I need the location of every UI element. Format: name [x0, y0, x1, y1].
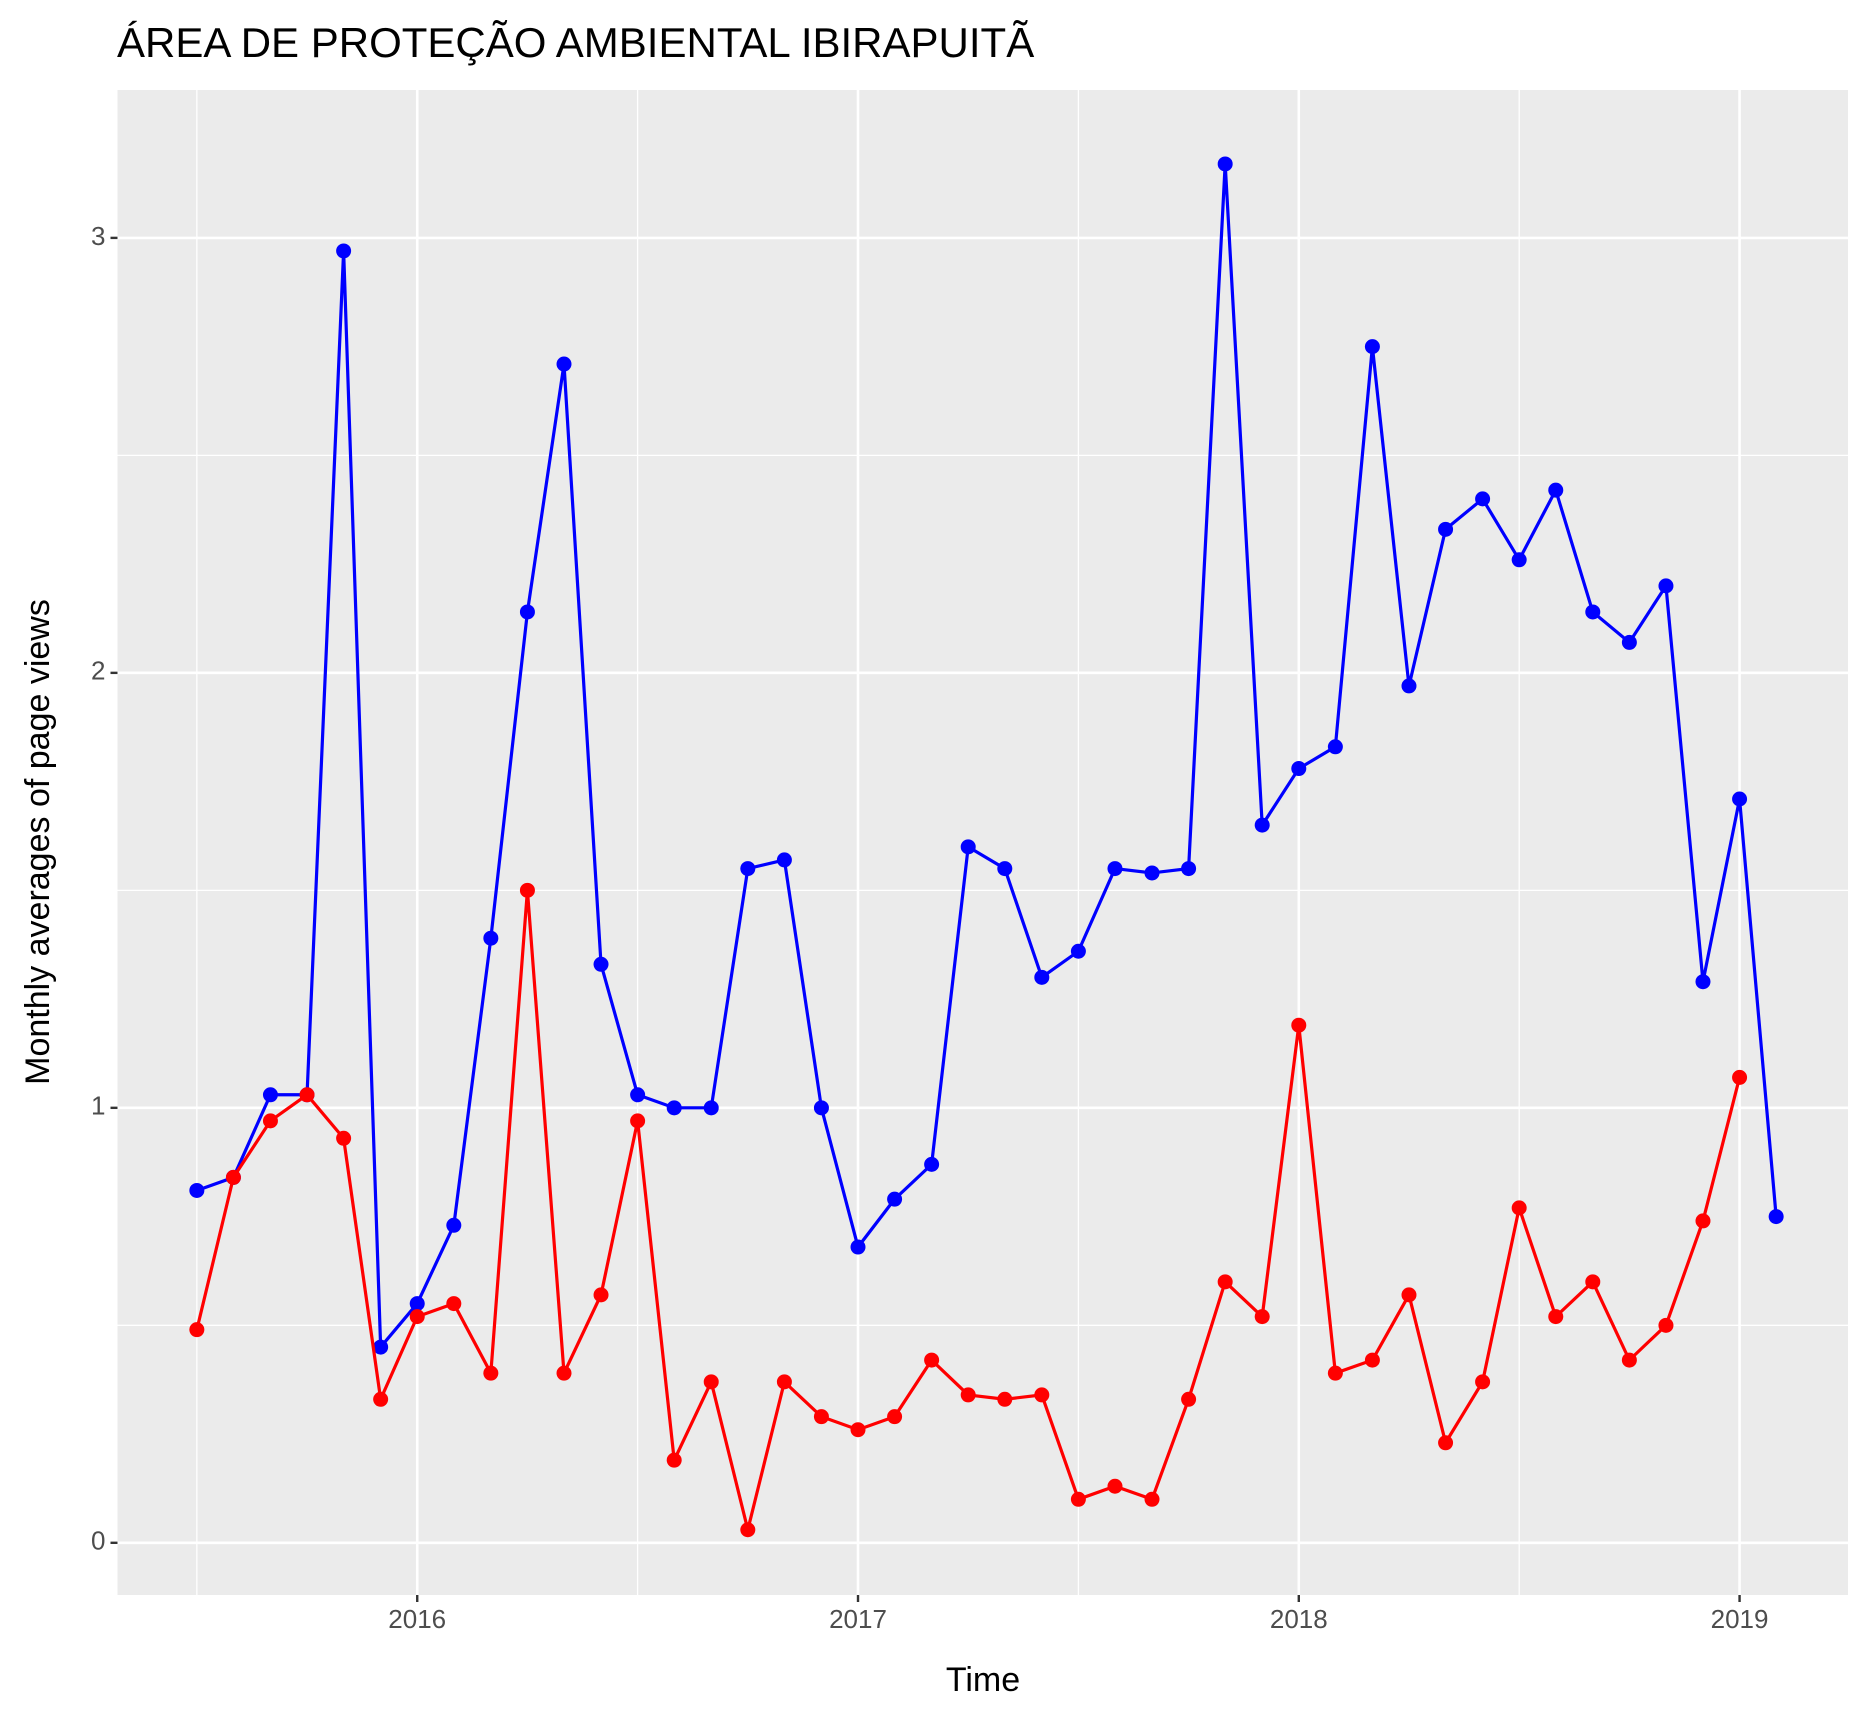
data-point — [593, 956, 609, 972]
x-tick-label: 2017 — [829, 1604, 887, 1634]
data-point — [409, 1309, 425, 1325]
data-point — [1768, 1209, 1784, 1225]
data-point — [776, 1374, 792, 1390]
data-point — [1070, 1491, 1086, 1507]
data-point — [189, 1322, 205, 1338]
data-point — [1254, 817, 1270, 833]
data-point — [924, 1352, 940, 1368]
data-point — [1438, 1435, 1454, 1451]
data-point — [1475, 491, 1491, 507]
data-point — [519, 604, 535, 620]
data-point — [1621, 1352, 1637, 1368]
chart-title: ÁREA DE PROTEÇÃO AMBIENTAL IBIRAPUITÃ — [117, 19, 1034, 66]
x-tick-label: 2018 — [1270, 1604, 1328, 1634]
data-point — [556, 1365, 572, 1381]
data-point — [373, 1391, 389, 1407]
data-point — [1181, 861, 1197, 877]
data-point — [1732, 1069, 1748, 1085]
data-point — [336, 1130, 352, 1146]
data-point — [997, 1391, 1013, 1407]
data-point — [1291, 1017, 1307, 1033]
data-point — [1695, 1213, 1711, 1229]
data-point — [813, 1409, 829, 1425]
y-tick-label: 0 — [91, 1526, 105, 1556]
series-line — [196, 163, 1778, 1352]
data-point — [1034, 969, 1050, 985]
data-point — [556, 356, 572, 372]
data-point — [1144, 865, 1160, 881]
data-point — [519, 882, 535, 898]
data-point — [1217, 1274, 1233, 1290]
data-point — [1034, 1387, 1050, 1403]
data-point — [850, 1239, 866, 1255]
data-point — [1401, 678, 1417, 694]
data-point — [740, 861, 756, 877]
data-point — [666, 1100, 682, 1116]
data-point — [1658, 1317, 1674, 1333]
data-point — [409, 1296, 425, 1312]
data-point — [1327, 1365, 1343, 1381]
data-point — [703, 1374, 719, 1390]
data-point — [887, 1191, 903, 1207]
data-point — [1070, 943, 1086, 959]
data-point — [299, 1087, 315, 1103]
data-point — [262, 1113, 278, 1129]
data-point — [1144, 1491, 1160, 1507]
data-point — [630, 1113, 646, 1129]
data-point — [813, 1100, 829, 1116]
data-point — [776, 852, 792, 868]
y-axis-title: Monthly averages of page views — [19, 599, 57, 1085]
data-point — [1548, 482, 1564, 498]
x-tick-label: 2016 — [388, 1604, 446, 1634]
data-point — [446, 1296, 462, 1312]
data-point — [1181, 1391, 1197, 1407]
data-point — [1585, 1274, 1601, 1290]
data-point — [593, 1287, 609, 1303]
data-point — [1327, 739, 1343, 755]
x-tick-label: 2019 — [1711, 1604, 1769, 1634]
data-point — [1621, 634, 1637, 650]
data-point — [1548, 1309, 1564, 1325]
data-point — [483, 930, 499, 946]
data-point — [1695, 974, 1711, 990]
data-point — [850, 1422, 866, 1438]
data-point — [1511, 1200, 1527, 1216]
data-point — [924, 1156, 940, 1172]
data-point — [1585, 604, 1601, 620]
data-point — [1364, 1352, 1380, 1368]
data-point — [887, 1409, 903, 1425]
data-point — [373, 1339, 389, 1355]
data-point — [1475, 1374, 1491, 1390]
data-point — [1254, 1309, 1270, 1325]
data-point — [703, 1100, 719, 1116]
data-point — [1364, 339, 1380, 355]
data-point — [1217, 156, 1233, 172]
y-tick-label: 3 — [91, 221, 105, 251]
data-point — [446, 1217, 462, 1233]
data-point — [1291, 761, 1307, 777]
data-point — [630, 1087, 646, 1103]
data-point — [666, 1452, 682, 1468]
data-point — [262, 1087, 278, 1103]
data-point — [1438, 521, 1454, 537]
x-axis-title: Time — [946, 1661, 1020, 1699]
data-point — [1401, 1287, 1417, 1303]
data-point — [740, 1522, 756, 1538]
data-point — [960, 839, 976, 855]
y-tick-label: 2 — [91, 656, 105, 686]
data-point — [997, 861, 1013, 877]
data-point — [189, 1182, 205, 1198]
y-tick-label: 1 — [91, 1091, 105, 1121]
data-point — [960, 1387, 976, 1403]
data-point — [1511, 552, 1527, 568]
data-point — [1732, 791, 1748, 807]
data-point — [483, 1365, 499, 1381]
data-point — [1658, 578, 1674, 594]
data-point — [1107, 861, 1123, 877]
data-point — [225, 1169, 241, 1185]
data-point — [1107, 1478, 1123, 1494]
data-point — [336, 243, 352, 259]
